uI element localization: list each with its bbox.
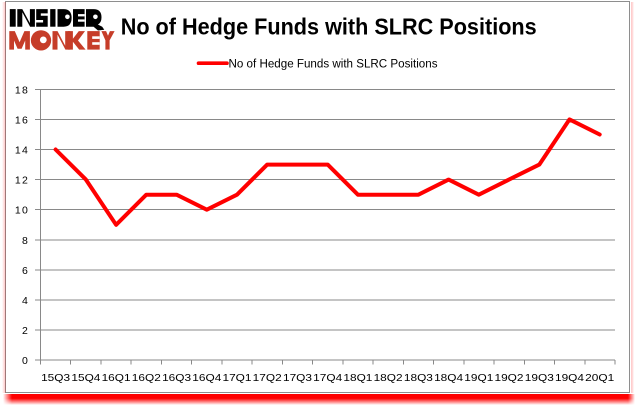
svg-text:2: 2 [22, 325, 29, 337]
svg-text:14: 14 [15, 145, 29, 157]
svg-text:17Q2: 17Q2 [253, 372, 282, 384]
svg-text:15Q3: 15Q3 [41, 372, 70, 384]
svg-text:18Q4: 18Q4 [434, 372, 463, 384]
svg-text:18Q3: 18Q3 [404, 372, 433, 384]
svg-text:16Q2: 16Q2 [132, 372, 161, 384]
svg-text:15Q4: 15Q4 [71, 372, 100, 384]
svg-text:8: 8 [22, 235, 29, 247]
svg-text:12: 12 [15, 175, 29, 187]
svg-text:No of Hedge Funds with SLRC Po: No of Hedge Funds with SLRC Positions [229, 58, 438, 70]
svg-text:16Q1: 16Q1 [102, 372, 131, 384]
svg-text:16Q4: 16Q4 [192, 372, 221, 384]
svg-text:19Q4: 19Q4 [555, 372, 584, 384]
svg-text:18Q2: 18Q2 [374, 372, 403, 384]
svg-text:17Q3: 17Q3 [283, 372, 312, 384]
svg-text:0: 0 [22, 355, 29, 367]
svg-text:19Q3: 19Q3 [525, 372, 554, 384]
svg-text:No of Hedge Funds with SLRC Po: No of Hedge Funds with SLRC Positions [121, 14, 537, 40]
svg-text:4: 4 [22, 295, 29, 307]
svg-text:6: 6 [22, 265, 29, 277]
svg-text:17Q1: 17Q1 [223, 372, 252, 384]
svg-text:20Q1: 20Q1 [585, 372, 614, 384]
svg-text:19Q2: 19Q2 [495, 372, 524, 384]
svg-text:19Q1: 19Q1 [464, 372, 493, 384]
svg-text:17Q4: 17Q4 [313, 372, 342, 384]
svg-text:16Q3: 16Q3 [162, 372, 191, 384]
svg-text:10: 10 [15, 205, 29, 217]
svg-text:16: 16 [15, 114, 29, 126]
svg-text:18Q1: 18Q1 [343, 372, 372, 384]
svg-text:18: 18 [15, 84, 29, 96]
